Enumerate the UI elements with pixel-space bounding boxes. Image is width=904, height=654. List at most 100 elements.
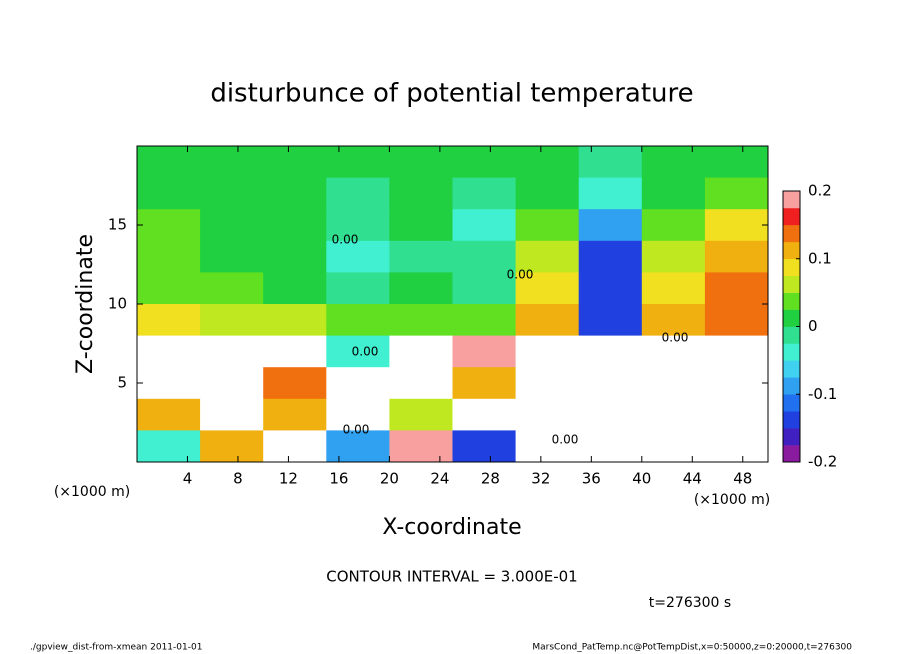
cell bbox=[578, 398, 643, 431]
cell bbox=[452, 240, 517, 273]
cell bbox=[641, 304, 706, 337]
cell bbox=[263, 209, 327, 242]
cell bbox=[389, 367, 453, 400]
cell bbox=[704, 398, 769, 431]
cell bbox=[200, 367, 264, 400]
cell bbox=[578, 367, 643, 400]
x-tick-label: 12 bbox=[279, 470, 298, 488]
cell bbox=[200, 398, 264, 431]
cell bbox=[452, 272, 517, 305]
cell bbox=[200, 272, 264, 305]
colorbar-swatch bbox=[783, 241, 800, 260]
chart-title: disturbunce of potential temperature bbox=[210, 79, 693, 109]
contour-label: 0.00 bbox=[343, 423, 370, 437]
cell bbox=[641, 272, 706, 305]
colorbar-swatch bbox=[783, 377, 800, 395]
cell bbox=[389, 304, 453, 337]
colorbar-tick-label: 0.1 bbox=[808, 249, 832, 267]
cell bbox=[641, 146, 706, 179]
cell bbox=[389, 430, 453, 463]
x-tick-label: 48 bbox=[733, 470, 752, 488]
x-tick-label: 4 bbox=[183, 470, 193, 488]
cell bbox=[200, 177, 264, 210]
colorbar-swatch bbox=[783, 411, 800, 429]
cell bbox=[326, 335, 390, 368]
cell bbox=[515, 240, 580, 273]
cell bbox=[263, 398, 327, 431]
x-tick-label: 8 bbox=[233, 470, 243, 488]
cell bbox=[389, 272, 453, 305]
cell bbox=[326, 272, 390, 305]
cell bbox=[263, 240, 327, 273]
x-tick-label: 44 bbox=[683, 470, 702, 488]
colorbar-tick-label: 0 bbox=[808, 317, 818, 335]
cell bbox=[326, 367, 390, 400]
colorbar-swatch bbox=[783, 275, 800, 293]
cell bbox=[137, 146, 201, 179]
y-axis-label: Z-coordinate bbox=[73, 234, 98, 374]
cell bbox=[452, 177, 517, 210]
cell bbox=[515, 367, 580, 400]
cell bbox=[641, 335, 706, 368]
colorbar-tick-label: 0.2 bbox=[808, 182, 832, 200]
colorbar-swatch bbox=[783, 309, 800, 327]
footer-right: MarsCond_PatTemp.nc@PotTempDist,x=0:5000… bbox=[532, 643, 852, 653]
cell bbox=[452, 304, 517, 337]
cell bbox=[452, 430, 517, 463]
cell bbox=[641, 430, 706, 463]
cell bbox=[389, 177, 453, 210]
cell bbox=[263, 146, 327, 179]
contour-label: 0.00 bbox=[332, 233, 359, 247]
colorbar-swatch bbox=[783, 191, 800, 209]
colorbar-swatch bbox=[783, 326, 800, 344]
cell bbox=[200, 209, 264, 242]
cell bbox=[263, 335, 327, 368]
x-tick-label: 36 bbox=[582, 470, 601, 488]
cell bbox=[452, 398, 517, 431]
cell bbox=[578, 335, 643, 368]
contour-label: 0.00 bbox=[552, 433, 579, 447]
cell bbox=[200, 240, 264, 273]
colorbar-tick-label: -0.1 bbox=[808, 385, 837, 403]
x-unit: (×1000 m) bbox=[694, 492, 770, 508]
cell bbox=[704, 177, 769, 210]
cell bbox=[137, 209, 201, 242]
cell bbox=[263, 430, 327, 463]
cell bbox=[515, 335, 580, 368]
y-tick-label: 15 bbox=[108, 216, 127, 234]
cell bbox=[641, 398, 706, 431]
cell bbox=[137, 272, 201, 305]
cell bbox=[515, 398, 580, 431]
x-tick-label: 40 bbox=[632, 470, 651, 488]
cell bbox=[578, 209, 643, 242]
cell bbox=[578, 177, 643, 210]
cell bbox=[326, 177, 390, 210]
colorbar-swatch bbox=[783, 394, 800, 412]
cell bbox=[578, 146, 643, 179]
cell bbox=[515, 272, 580, 305]
cell bbox=[137, 430, 201, 463]
colorbar-swatch bbox=[783, 207, 800, 226]
cell bbox=[389, 240, 453, 273]
cell bbox=[704, 367, 769, 400]
cell bbox=[452, 335, 517, 368]
cell bbox=[578, 304, 643, 337]
cell bbox=[704, 146, 769, 179]
cell bbox=[137, 304, 201, 337]
cell bbox=[641, 367, 706, 400]
cell bbox=[200, 335, 264, 368]
x-tick-label: 32 bbox=[531, 470, 550, 488]
cell bbox=[137, 398, 201, 431]
colorbar-swatch bbox=[783, 343, 800, 361]
colorbar-swatch bbox=[783, 360, 800, 378]
cell bbox=[326, 240, 390, 273]
x-tick-label: 16 bbox=[329, 470, 348, 488]
contour-interval: CONTOUR INTERVAL = 3.000E-01 bbox=[326, 568, 577, 586]
cell bbox=[641, 177, 706, 210]
cell bbox=[704, 335, 769, 368]
cell bbox=[704, 430, 769, 463]
cell bbox=[389, 146, 453, 179]
cell bbox=[137, 240, 201, 273]
colorbar-swatch bbox=[783, 292, 800, 310]
